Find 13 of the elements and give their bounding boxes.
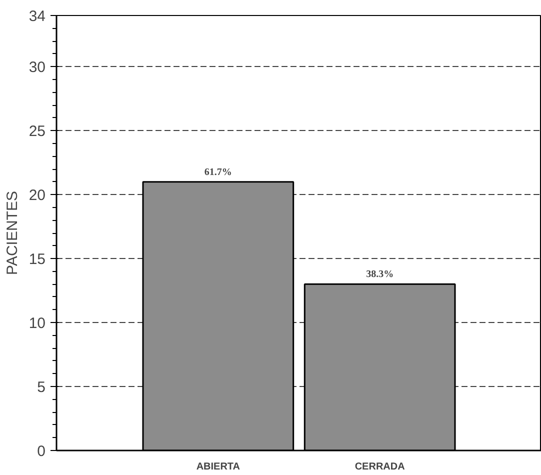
annotation: 38.3% [366,269,394,280]
y-tick-label: 30 [28,59,46,76]
annotation: 61.7% [204,166,232,178]
y-tick-label: 10 [28,315,46,332]
y-tick-label: 15 [28,251,46,268]
x-tick-label: CERRADA [354,462,405,472]
y-tick-label: 25 [28,123,46,140]
y-tick-label: 34 [28,8,46,25]
y-tick-label: 20 [28,187,46,204]
x-tick-label: ABIERTA [196,462,240,472]
y-tick-label: 0 [37,443,46,460]
y-tick-label: 5 [37,379,46,396]
y-axis-title: PACIENTES [4,191,21,275]
